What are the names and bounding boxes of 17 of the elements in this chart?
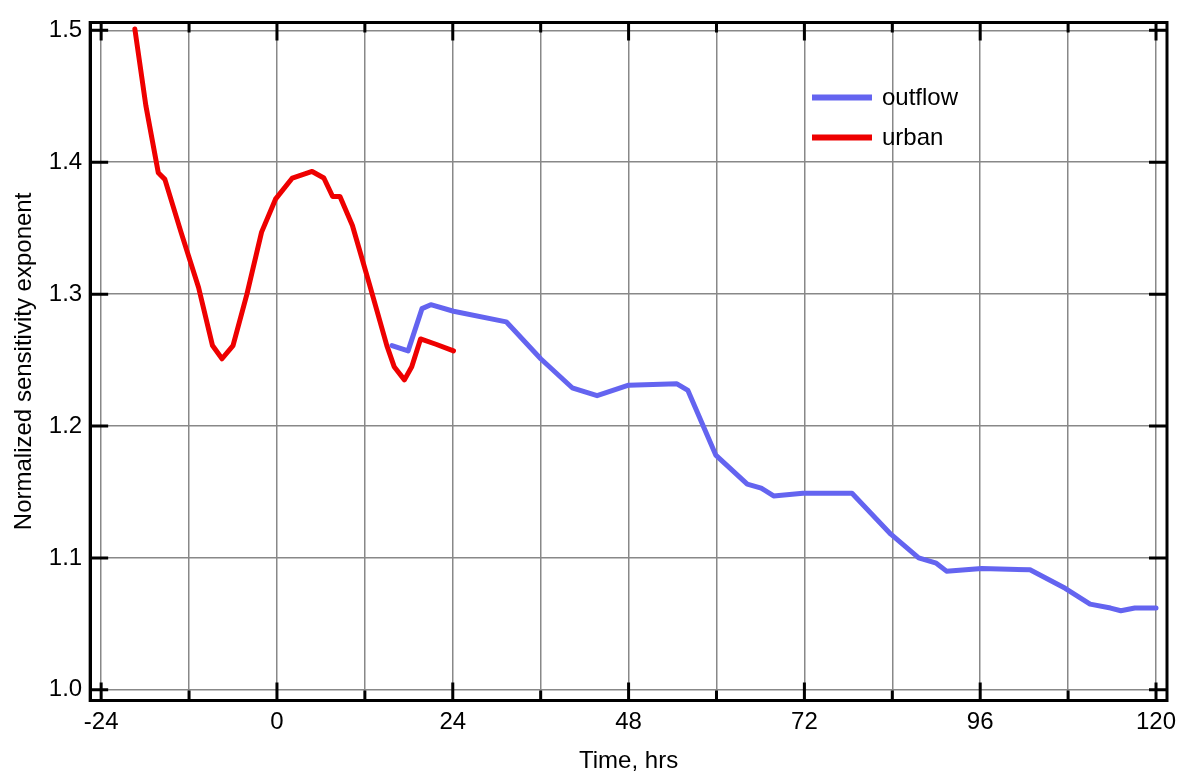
x-tick-label: 120 bbox=[1135, 707, 1177, 735]
y-tick-label: 1.5 bbox=[48, 14, 83, 42]
legend-label: outflow bbox=[882, 83, 959, 111]
x-tick-label: 24 bbox=[439, 707, 467, 735]
x-tick-label: 48 bbox=[615, 707, 642, 735]
y-tick-label: 1.1 bbox=[48, 542, 83, 570]
x-tick-label: -24 bbox=[83, 707, 119, 735]
y-tick-label: 1.2 bbox=[48, 410, 83, 438]
y-tick-label: 1.4 bbox=[48, 146, 83, 174]
x-tick-label: 0 bbox=[270, 707, 284, 735]
y-tick-label: 1.3 bbox=[48, 278, 83, 306]
x-axis-title: Time, hrs bbox=[579, 746, 679, 774]
y-axis-title: Normalized sensitivity exponent bbox=[9, 192, 37, 531]
x-tick-label: 96 bbox=[966, 707, 994, 735]
y-tick-label: 1.0 bbox=[48, 674, 83, 702]
legend-label: urban bbox=[882, 123, 944, 151]
x-tick-label: 72 bbox=[791, 707, 818, 735]
